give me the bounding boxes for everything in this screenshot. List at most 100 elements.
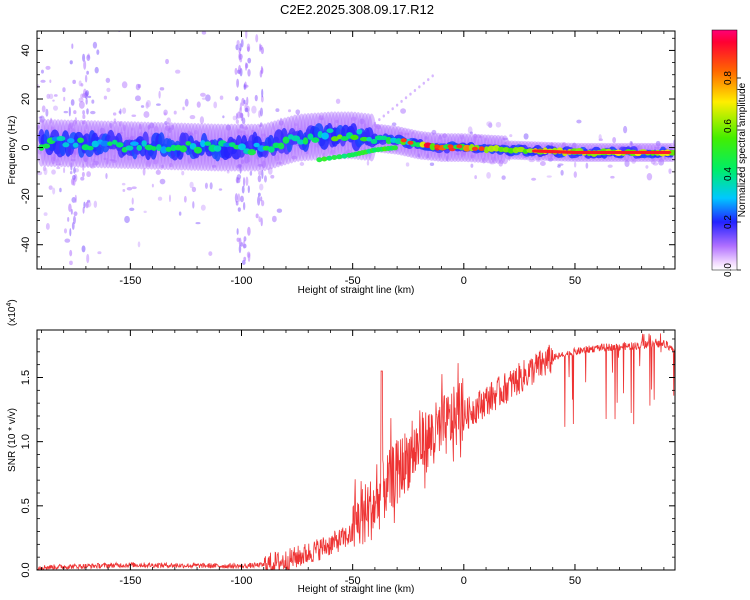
spectrogram-cell (134, 95, 141, 102)
x-tick-label: 0 (461, 575, 467, 587)
colorbar-scale (711, 29, 738, 271)
spectrogram-cell (96, 49, 100, 55)
spectrogram-cell (547, 157, 554, 162)
spectrogram-cell (654, 146, 660, 149)
spectrogram-cell (378, 118, 381, 122)
y-tick-label: 0 (20, 145, 32, 151)
spectrogram-cell (320, 117, 324, 121)
spectrogram-cell (391, 145, 398, 151)
spectrogram-cell (126, 187, 133, 191)
spectrogram-cell (163, 112, 167, 116)
spectrogram-cell (560, 169, 564, 176)
spectrogram-cell (86, 253, 90, 264)
spectrogram-cell (119, 108, 122, 115)
spectrogram-cell (239, 124, 244, 129)
spectrogram-cell (247, 57, 252, 64)
colorbar-label: Normalized spectral amplitude (737, 82, 748, 217)
spectrogram-cell (549, 153, 553, 158)
spectrogram-cell (261, 199, 265, 207)
spectrogram-cell (56, 166, 61, 170)
spectrogram-cell (424, 136, 428, 140)
spectrogram-cell (170, 124, 175, 131)
spectrogram-cell (237, 207, 241, 212)
spectrogram-cell (260, 196, 263, 202)
spectrogram-cell (400, 108, 407, 114)
spectrogram-cell (126, 155, 133, 161)
spectrogram-cell (213, 145, 222, 152)
spectrogram-cell (81, 171, 85, 178)
colorbar-tick-label: 0.2 (723, 215, 734, 229)
spectrogram-cell (85, 90, 90, 97)
spectrogram-cell (274, 154, 280, 161)
spectrogram-cell (143, 210, 147, 214)
spectrogram-cell (495, 121, 502, 128)
spectrogram-cell (429, 143, 436, 151)
spectrogram-cell (73, 166, 76, 174)
spectrogram-cell (124, 215, 130, 224)
spectrogram-cell (152, 159, 159, 165)
spectrogram-cell (64, 238, 71, 243)
spectrogram-cell (431, 74, 434, 78)
snr-multiplier-base: (x10 (7, 306, 18, 326)
spectrogram-cell (239, 195, 244, 203)
spectrogram-cell (73, 211, 78, 216)
spectrogram-cell (68, 203, 72, 213)
spectrogram-cell (115, 142, 124, 148)
spectrogram-cell (576, 119, 582, 124)
spectrogram-cell (598, 134, 602, 141)
spectrogram-cell (234, 67, 238, 75)
spectrogram-cell (257, 164, 263, 167)
spectrogram-cell (160, 164, 164, 169)
figure-title: C2E2.2025.308.09.17.R12 (280, 2, 434, 17)
spectrogram-cell (291, 155, 298, 160)
spectrogram-cell (243, 83, 246, 90)
spectrogram-cell (486, 121, 493, 127)
spectrogram-cell (121, 182, 126, 186)
x-tick-label: -150 (119, 275, 141, 287)
spectrogram-cell (145, 159, 151, 168)
spectrogram-cell (260, 217, 263, 227)
spectrogram-cell (240, 159, 245, 164)
spectrogram-x-label: Height of straight line (km) (298, 285, 415, 296)
colorbar-tick-label: 0.0 (723, 263, 734, 277)
spectrogram-cell (144, 144, 154, 151)
spectrogram-cell (573, 171, 577, 178)
spectrogram-cell (585, 162, 589, 169)
spectrogram-cell (113, 118, 117, 125)
spectrogram-cell (427, 78, 430, 82)
spectrogram-cell (557, 164, 561, 168)
spectrogram-cell (239, 43, 242, 52)
y-tick-label: 0.5 (20, 498, 32, 513)
spectrogram-cell (502, 146, 510, 153)
spectrogram-cell (69, 60, 73, 65)
spectrogram-cell (247, 226, 251, 236)
spectrogram-cell (62, 142, 70, 148)
spectrogram-cell (201, 31, 207, 35)
spectrogram-cell (78, 100, 85, 109)
spectrogram-cell (129, 207, 135, 211)
spectrogram-cell (131, 127, 134, 131)
y-tick-label: -20 (20, 188, 32, 204)
spectrogram-cell (236, 78, 240, 88)
spectrogram-cell (103, 95, 108, 100)
spectrogram-cell (489, 161, 496, 165)
spectrogram-cell (200, 204, 206, 211)
spectrogram-cell (45, 108, 49, 117)
spectrogram-cell (326, 155, 333, 161)
spectrogram-cell (56, 163, 62, 166)
spectrogram-cell (455, 152, 460, 156)
spectrogram-cell (497, 146, 505, 153)
y-tick-label: -40 (20, 237, 32, 253)
spectrogram-cell (484, 137, 488, 141)
spectrogram-cell (43, 167, 48, 176)
spectrogram-cell (665, 150, 672, 155)
spectrogram-cell (271, 215, 277, 223)
spectrogram-cell (81, 245, 86, 253)
spectrogram-cell (409, 92, 412, 96)
spectrogram-cell (71, 221, 75, 230)
spectrogram-cell (528, 158, 535, 163)
x-tick-label: -150 (119, 575, 141, 587)
spectrogram-cell (297, 139, 305, 145)
spectrogram-cell (182, 106, 185, 111)
